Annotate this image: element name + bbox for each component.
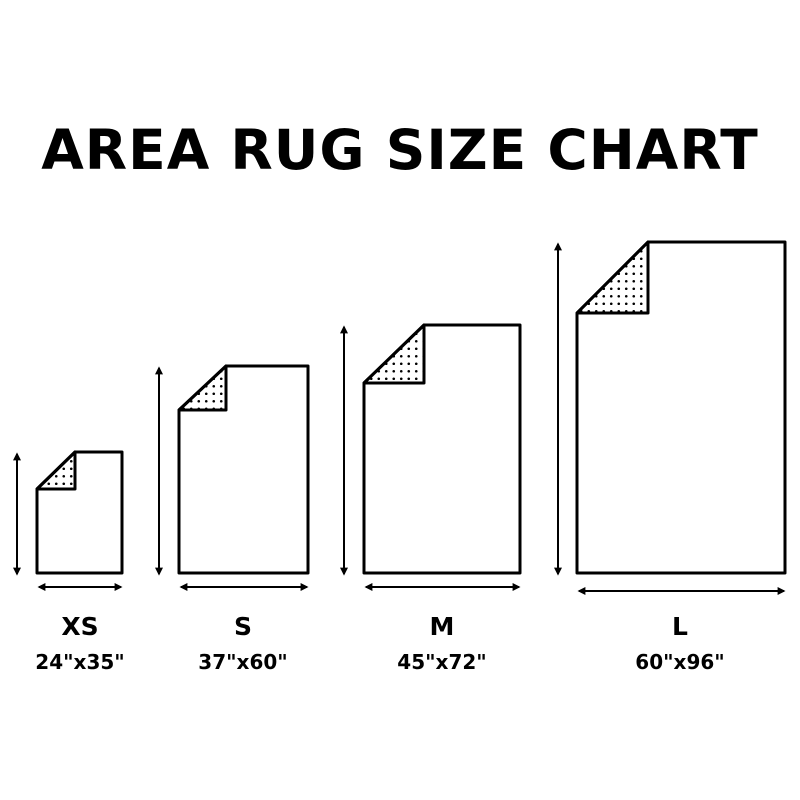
folded-corner-s bbox=[177, 364, 228, 412]
rug-outline-xs bbox=[35, 450, 124, 575]
folded-corner-xs bbox=[35, 450, 77, 491]
folded-corner-m bbox=[362, 323, 426, 385]
dimensions-s: 37"x60" bbox=[198, 650, 288, 674]
page-title: AREA RUG SIZE CHART bbox=[41, 118, 759, 182]
size-label-m: M bbox=[429, 612, 455, 641]
folded-corner-l bbox=[575, 240, 650, 315]
dimensions-m: 45"x72" bbox=[397, 650, 487, 674]
dimensions-xs: 24"x35" bbox=[35, 650, 125, 674]
dimensions-l: 60"x96" bbox=[635, 650, 725, 674]
size-label-s: S bbox=[233, 612, 252, 641]
size-label-xs: XS bbox=[61, 612, 99, 641]
size-label-l: L bbox=[672, 612, 688, 641]
